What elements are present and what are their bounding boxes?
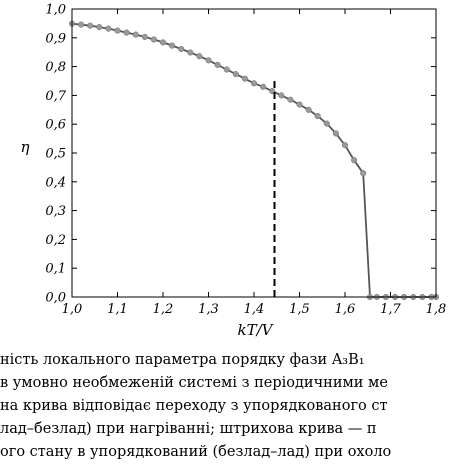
y-tick-label: 0,8 [45, 60, 66, 75]
plot-lines [68, 20, 440, 301]
caption-line-2: в умовно необмеженій системі з періодичн… [0, 375, 388, 391]
caption-line-4: лад–безлад) при нагріванні; штрихова кри… [0, 421, 377, 437]
data-point [260, 83, 267, 90]
x-tick-label: 1,0 [62, 302, 83, 317]
data-point [351, 157, 358, 164]
y-tick-label: 1,0 [45, 3, 66, 18]
data-point [141, 33, 148, 40]
plot-frame [71, 8, 437, 298]
order-parameter-line [71, 22, 436, 298]
y-axis-ticks: 0,0 0,1 0,2 0,3 0,4 0,5 0,6 0,7 0,8 0,9 1,0 [45, 3, 436, 306]
data-point [223, 66, 230, 73]
data-point [78, 21, 85, 28]
y-tick-label: 0,9 [45, 31, 66, 46]
caption-line-5: ого стану в упорядкований (безлад–лад) п… [0, 444, 392, 460]
data-point [314, 113, 321, 120]
x-tick-label: 1,5 [289, 302, 310, 317]
data-point [105, 25, 112, 32]
x-axis-ticks: 1,0 1,1 1,2 1,3 1,4 1,5 1,6 1,7 1,8 [62, 9, 447, 317]
caption-line-3: на крива відповідає переходу з упорядков… [0, 398, 388, 414]
y-tick-label: 0,7 [45, 89, 66, 104]
data-point [287, 96, 294, 103]
data-point [96, 24, 103, 31]
data-point [250, 80, 258, 87]
data-point [123, 29, 130, 36]
x-tick-label: 1,2 [153, 302, 174, 317]
plot-border [71, 8, 437, 298]
y-axis-label: η [21, 138, 30, 156]
data-point [196, 53, 203, 60]
data-point [187, 49, 194, 56]
y-tick-label: 0,2 [45, 233, 66, 248]
y-tick-label: 0,6 [45, 118, 66, 133]
data-point [232, 71, 239, 78]
x-tick-label: 1,3 [198, 302, 219, 317]
data-point [87, 22, 94, 29]
y-tick-label: 0,5 [45, 147, 66, 162]
data-point [360, 170, 367, 177]
data-point [150, 36, 157, 43]
data-point [114, 27, 121, 34]
data-point [214, 61, 221, 68]
y-tick-label: 0,3 [45, 204, 66, 219]
y-tick-label: 0,0 [45, 291, 66, 306]
data-point [296, 101, 303, 108]
data-point [323, 120, 330, 127]
data-point [341, 142, 349, 149]
data-point [169, 42, 176, 49]
y-tick-label: 0,4 [45, 175, 66, 190]
data-point [332, 130, 339, 137]
data-point [159, 39, 167, 46]
x-tick-label: 1,8 [426, 302, 447, 317]
x-tick-label: 1,4 [244, 302, 265, 317]
x-tick-label: 1,1 [107, 302, 128, 317]
caption-line-1: ність локального параметра порядку фази … [0, 352, 365, 368]
x-tick-label: 1,7 [380, 302, 401, 317]
data-point [178, 45, 185, 53]
data-point [205, 57, 212, 64]
y-tick-label: 0,1 [45, 262, 66, 277]
data-point [278, 92, 285, 99]
data-point [305, 106, 312, 113]
x-tick-label: 1,6 [335, 302, 356, 317]
data-point [241, 75, 248, 82]
data-point [132, 31, 139, 38]
x-axis-label: kT/V [238, 321, 275, 339]
